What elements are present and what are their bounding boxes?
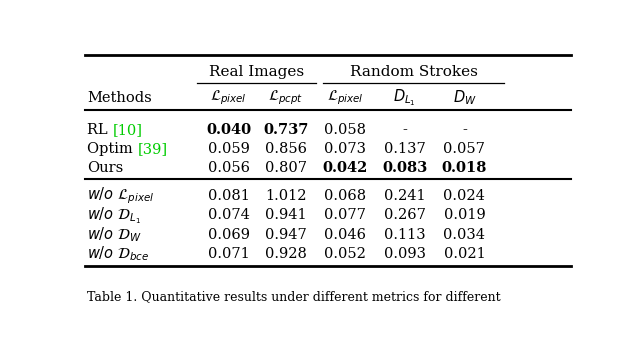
Text: Table 1. Quantitative results under different metrics for different: Table 1. Quantitative results under diff… (88, 290, 501, 303)
Text: 0.137: 0.137 (384, 142, 426, 156)
Text: 0.024: 0.024 (444, 189, 485, 203)
Text: 0.073: 0.073 (324, 142, 366, 156)
Text: 0.034: 0.034 (444, 228, 485, 242)
Text: $w/o$ $\mathcal{D}_{bce}$: $w/o$ $\mathcal{D}_{bce}$ (88, 245, 150, 263)
Text: $w/o$ $\mathcal{D}_{L_1}$: $w/o$ $\mathcal{D}_{L_1}$ (88, 205, 141, 226)
Text: 0.018: 0.018 (442, 161, 487, 175)
Text: $D_{L_1}$: $D_{L_1}$ (394, 88, 416, 108)
Text: 0.856: 0.856 (265, 142, 307, 156)
Text: 0.042: 0.042 (323, 161, 368, 175)
Text: Random Strokes: Random Strokes (349, 65, 477, 79)
Text: [10]: [10] (113, 123, 143, 137)
Text: $D_W$: $D_W$ (452, 89, 476, 107)
Text: 0.056: 0.056 (208, 161, 250, 175)
Text: 1.012: 1.012 (265, 189, 307, 203)
Text: 0.057: 0.057 (444, 142, 485, 156)
Text: 0.019: 0.019 (444, 208, 485, 222)
Text: 0.267: 0.267 (384, 208, 426, 222)
Text: 0.046: 0.046 (324, 228, 366, 242)
Text: 0.241: 0.241 (384, 189, 426, 203)
Text: $w/o$ $\mathcal{D}_W$: $w/o$ $\mathcal{D}_W$ (88, 225, 142, 244)
Text: Real Images: Real Images (209, 65, 303, 79)
Text: 0.059: 0.059 (208, 142, 250, 156)
Text: 0.093: 0.093 (384, 247, 426, 261)
Text: 0.807: 0.807 (265, 161, 307, 175)
Text: $\mathcal{L}_{pcpt}$: $\mathcal{L}_{pcpt}$ (268, 89, 303, 107)
Text: -: - (462, 123, 467, 137)
Text: $\mathcal{L}_{pixel}$: $\mathcal{L}_{pixel}$ (327, 89, 364, 107)
Text: 0.074: 0.074 (208, 208, 250, 222)
Text: $w/o$ $\mathcal{L}_{pixel}$: $w/o$ $\mathcal{L}_{pixel}$ (88, 186, 155, 206)
Text: [39]: [39] (138, 142, 168, 156)
Text: 0.083: 0.083 (382, 161, 428, 175)
Text: RL: RL (88, 123, 113, 137)
Text: 0.071: 0.071 (208, 247, 250, 261)
Text: Ours: Ours (88, 161, 124, 175)
Text: 0.058: 0.058 (324, 123, 366, 137)
Text: 0.052: 0.052 (324, 247, 366, 261)
Text: 0.737: 0.737 (263, 123, 308, 137)
Text: 0.069: 0.069 (208, 228, 250, 242)
Text: 0.040: 0.040 (206, 123, 252, 137)
Text: 0.941: 0.941 (265, 208, 307, 222)
Text: $\mathcal{L}_{pixel}$: $\mathcal{L}_{pixel}$ (211, 89, 247, 107)
Text: 0.021: 0.021 (444, 247, 485, 261)
Text: Methods: Methods (88, 91, 152, 105)
Text: Optim: Optim (88, 142, 138, 156)
Text: 0.113: 0.113 (384, 228, 426, 242)
Text: 0.077: 0.077 (324, 208, 366, 222)
Text: 0.928: 0.928 (265, 247, 307, 261)
Text: 0.081: 0.081 (208, 189, 250, 203)
Text: 0.947: 0.947 (265, 228, 307, 242)
Text: 0.068: 0.068 (324, 189, 367, 203)
Text: -: - (403, 123, 407, 137)
